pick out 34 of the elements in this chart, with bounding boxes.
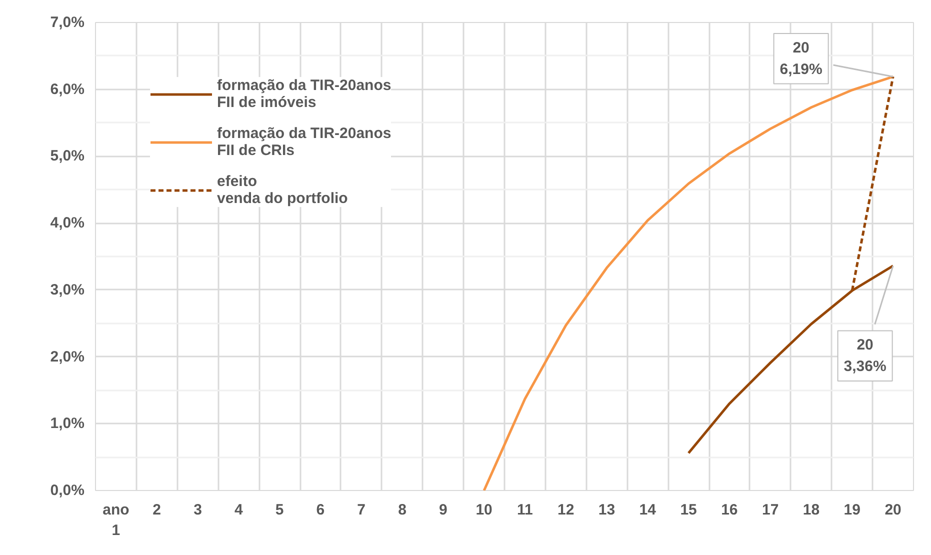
x-tick-label: 15 — [680, 502, 697, 518]
x-tick-label: 6 — [316, 502, 325, 518]
y-tick-label: 7,0% — [50, 14, 85, 31]
x-tick-label: 14 — [639, 502, 657, 518]
x-tick-label: 9 — [438, 502, 448, 518]
line-series — [482, 75, 894, 490]
annotation: 20 3,36% — [844, 336, 886, 375]
annotation: 20 6,19% — [780, 40, 822, 78]
x-tick-label: 11 — [517, 502, 533, 518]
y-tick-label: 5,0% — [50, 148, 85, 165]
x-tick-label: 19 — [844, 502, 860, 518]
x-tick-label: 20 — [884, 502, 902, 518]
x-tick-label: 8 — [398, 502, 406, 518]
y-tick-label: 3,0% — [50, 281, 85, 298]
y-tick-label: 0,0% — [50, 482, 85, 499]
x-tick-label: ano 1 — [102, 502, 130, 539]
x-tick-label: 7 — [357, 502, 366, 518]
x-tick-label: 12 — [558, 502, 574, 518]
x-tick-label: 2 — [152, 502, 162, 518]
x-tick-label: 17 — [762, 502, 779, 518]
x-tick-label: 5 — [275, 502, 284, 518]
y-tick-label: 4,0% — [50, 214, 85, 232]
x-tick-label: 16 — [721, 502, 738, 518]
x-tick-label: 18 — [802, 502, 820, 518]
x-tick-label: 3 — [194, 502, 202, 518]
x-tick-label: 13 — [598, 502, 616, 518]
y-tick-label: 1,0% — [50, 415, 85, 432]
x-tick-label: 4 — [234, 502, 244, 518]
legend-label: efeito venda do portfolio — [217, 173, 348, 207]
x-tick-label: 10 — [476, 502, 492, 518]
legend-label: formação da TIR-20anos FII de imóveis — [217, 77, 392, 111]
y-tick-label: 6,0% — [50, 80, 85, 98]
legend-label: formação da TIR-20anos FII de CRIs — [217, 125, 392, 159]
y-tick-label: 2,0% — [50, 348, 85, 366]
